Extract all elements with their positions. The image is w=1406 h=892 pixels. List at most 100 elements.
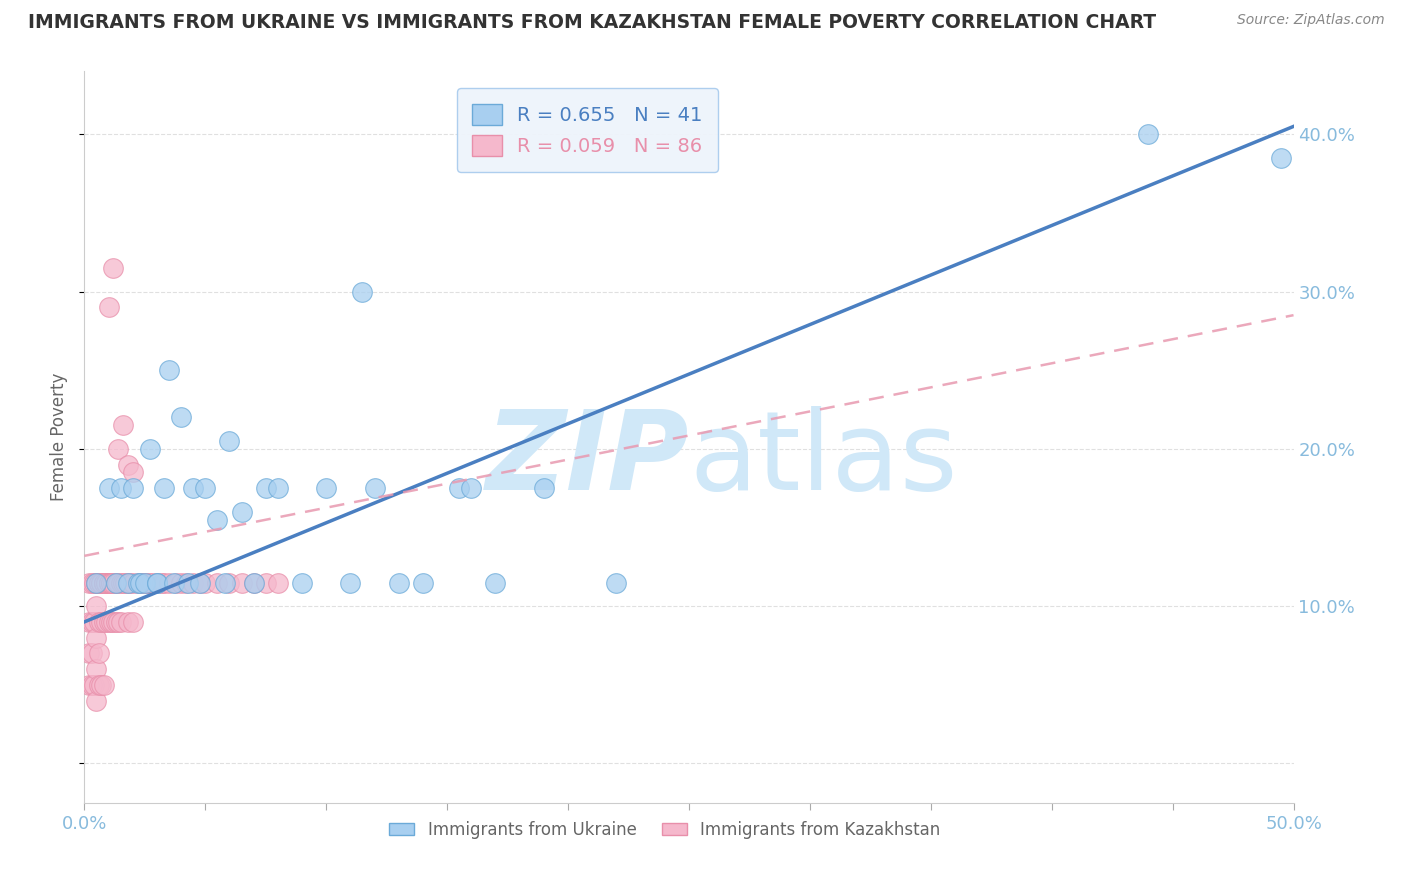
Point bbox=[315, 481, 337, 495]
Point bbox=[146, 575, 169, 590]
Point bbox=[87, 575, 110, 590]
Point bbox=[131, 575, 153, 590]
Point bbox=[97, 481, 120, 495]
Point bbox=[190, 575, 212, 590]
Point bbox=[181, 575, 204, 590]
Point bbox=[242, 575, 264, 590]
Point bbox=[77, 575, 100, 590]
Point bbox=[267, 575, 290, 590]
Point bbox=[121, 481, 143, 495]
Point bbox=[484, 575, 506, 590]
Point bbox=[207, 575, 229, 590]
Point bbox=[165, 575, 187, 590]
Point bbox=[90, 575, 112, 590]
Point bbox=[136, 575, 159, 590]
Point bbox=[80, 646, 103, 660]
Point bbox=[214, 575, 236, 590]
Point bbox=[339, 575, 361, 590]
Point bbox=[94, 575, 117, 590]
Point bbox=[117, 575, 139, 590]
Point bbox=[533, 481, 555, 495]
Point bbox=[83, 575, 105, 590]
Point bbox=[87, 678, 110, 692]
Point bbox=[190, 575, 212, 590]
Point bbox=[174, 575, 197, 590]
Point bbox=[86, 662, 108, 676]
Point bbox=[138, 442, 160, 456]
Point bbox=[86, 575, 108, 590]
Point bbox=[97, 615, 120, 629]
Point bbox=[291, 575, 314, 590]
Point bbox=[100, 575, 122, 590]
Point bbox=[153, 575, 176, 590]
Point bbox=[242, 575, 264, 590]
Point bbox=[100, 615, 122, 629]
Point bbox=[218, 434, 240, 448]
Point bbox=[112, 418, 135, 433]
Point bbox=[94, 615, 117, 629]
Point bbox=[104, 575, 127, 590]
Point bbox=[127, 575, 149, 590]
Point bbox=[460, 481, 482, 495]
Point bbox=[104, 615, 127, 629]
Point bbox=[80, 575, 103, 590]
Point bbox=[103, 615, 125, 629]
Point bbox=[90, 615, 112, 629]
Point bbox=[129, 575, 152, 590]
Point bbox=[83, 615, 105, 629]
Point bbox=[254, 575, 277, 590]
Point bbox=[107, 442, 129, 456]
Point bbox=[138, 575, 160, 590]
Point bbox=[77, 615, 100, 629]
Point bbox=[170, 575, 193, 590]
Point bbox=[1270, 151, 1292, 165]
Point bbox=[93, 615, 115, 629]
Point bbox=[141, 575, 163, 590]
Point bbox=[93, 678, 115, 692]
Point bbox=[103, 575, 125, 590]
Point bbox=[86, 631, 108, 645]
Point bbox=[86, 599, 108, 614]
Point bbox=[83, 678, 105, 692]
Point bbox=[80, 678, 103, 692]
Point bbox=[110, 481, 132, 495]
Point bbox=[90, 678, 112, 692]
Point bbox=[363, 481, 385, 495]
Text: Source: ZipAtlas.com: Source: ZipAtlas.com bbox=[1237, 13, 1385, 28]
Point bbox=[1137, 128, 1160, 142]
Text: ZIP: ZIP bbox=[485, 406, 689, 513]
Point bbox=[87, 575, 110, 590]
Point bbox=[103, 260, 125, 275]
Point bbox=[110, 575, 132, 590]
Point bbox=[194, 481, 217, 495]
Point bbox=[114, 575, 136, 590]
Point bbox=[177, 575, 200, 590]
Point bbox=[80, 615, 103, 629]
Point bbox=[146, 575, 169, 590]
Point bbox=[153, 481, 176, 495]
Text: IMMIGRANTS FROM UKRAINE VS IMMIGRANTS FROM KAZAKHSTAN FEMALE POVERTY CORRELATION: IMMIGRANTS FROM UKRAINE VS IMMIGRANTS FR… bbox=[28, 13, 1156, 32]
Point bbox=[117, 575, 139, 590]
Point bbox=[157, 363, 180, 377]
Point bbox=[87, 615, 110, 629]
Point bbox=[107, 615, 129, 629]
Point bbox=[150, 575, 173, 590]
Point bbox=[94, 575, 117, 590]
Point bbox=[93, 575, 115, 590]
Point bbox=[120, 575, 142, 590]
Point bbox=[86, 575, 108, 590]
Point bbox=[87, 646, 110, 660]
Point bbox=[605, 575, 627, 590]
Point bbox=[194, 575, 217, 590]
Point bbox=[218, 575, 240, 590]
Point bbox=[449, 481, 471, 495]
Point bbox=[77, 646, 100, 660]
Point bbox=[157, 575, 180, 590]
Point bbox=[86, 575, 108, 590]
Point bbox=[412, 575, 434, 590]
Point bbox=[170, 410, 193, 425]
Point bbox=[127, 575, 149, 590]
Point bbox=[104, 575, 127, 590]
Point bbox=[100, 575, 122, 590]
Point bbox=[231, 575, 253, 590]
